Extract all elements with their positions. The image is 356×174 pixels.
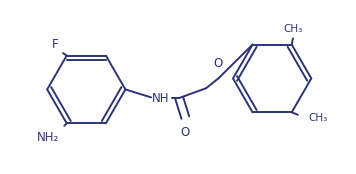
Text: CH₃: CH₃ xyxy=(283,23,303,34)
Text: F: F xyxy=(52,38,58,51)
Text: NH: NH xyxy=(152,92,170,105)
Text: O: O xyxy=(181,126,190,139)
Text: NH₂: NH₂ xyxy=(37,131,59,144)
Text: O: O xyxy=(214,57,223,70)
Text: CH₃: CH₃ xyxy=(309,113,328,123)
